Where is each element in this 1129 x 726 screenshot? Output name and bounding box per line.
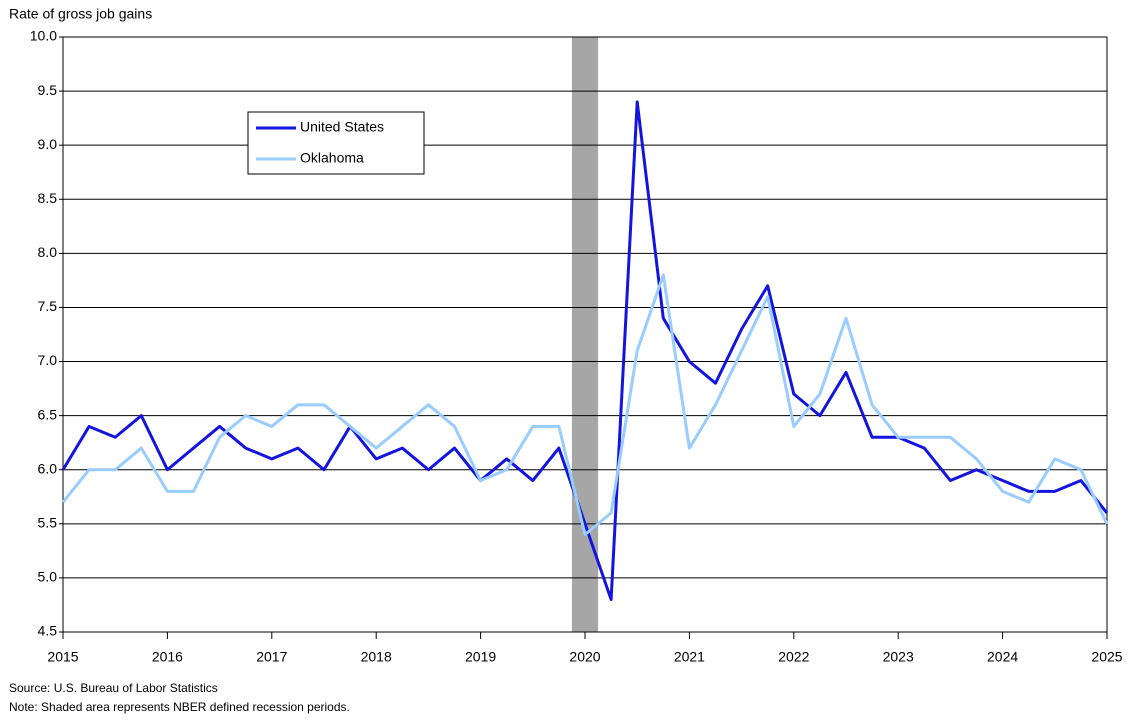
y-tick-label: 10.0 [30,28,57,44]
y-tick-label: 6.0 [38,460,58,476]
y-tick-label: 6.5 [38,406,58,422]
y-tick-label: 9.0 [38,136,58,152]
series-line [61,273,1109,537]
y-tick-label: 9.5 [38,82,58,98]
y-tick-label: 5.0 [38,569,58,585]
y-tick-label: 7.0 [38,352,58,368]
x-tick-label: 2025 [1091,649,1122,665]
x-tick-label: 2015 [47,649,78,665]
y-tick-label: 4.5 [38,623,58,639]
x-tick-label: 2021 [674,649,705,665]
y-tick-label: 5.5 [38,515,58,531]
x-tick-label: 2018 [361,649,392,665]
legend: United States Oklahoma [247,111,425,175]
x-tick-label: 2022 [778,649,809,665]
plot-frame [62,36,1108,633]
note: Note: Shaded area represents NBER define… [9,700,350,714]
y-tick-label: 8.5 [38,190,58,206]
y-tick-label: 8.0 [38,244,58,260]
x-tick-label: 2024 [987,649,1018,665]
x-tick-label: 2019 [465,649,496,665]
legend-label: United States [300,119,384,135]
legend-label: Oklahoma [300,150,364,166]
series-line [61,100,1109,602]
recession-shade [571,37,599,632]
x-tick-label: 2017 [256,649,287,665]
source: Source: U.S. Bureau of Labor Statistics [9,681,218,695]
x-tick-label: 2023 [883,649,914,665]
x-tick-label: 2020 [569,649,600,665]
chart-title: Rate of gross job gains [9,6,152,22]
y-tick-label: 7.5 [38,298,58,314]
x-tick-label: 2016 [152,649,183,665]
legend-box [247,111,425,175]
